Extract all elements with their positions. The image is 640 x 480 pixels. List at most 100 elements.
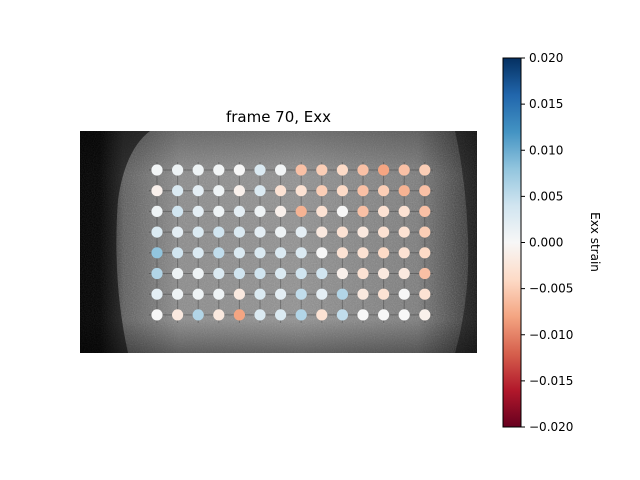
strain-point — [151, 288, 163, 300]
strain-point — [172, 288, 184, 300]
strain-point — [254, 309, 266, 321]
strain-point — [378, 267, 390, 280]
strain-point — [295, 247, 307, 259]
strain-point — [419, 205, 431, 217]
strain-point — [357, 288, 369, 300]
strain-point — [336, 267, 348, 280]
strain-point — [336, 309, 348, 321]
strain-point — [275, 164, 287, 176]
strain-point — [192, 288, 204, 300]
strain-point — [254, 247, 266, 259]
strain-point — [378, 309, 390, 321]
colorbar-tick-label: −0.020 — [529, 420, 573, 434]
strain-point — [192, 185, 204, 197]
strain-point — [357, 309, 369, 321]
strain-point — [316, 247, 328, 259]
strain-point — [316, 164, 328, 176]
strain-point — [151, 164, 163, 176]
strain-point — [275, 288, 287, 300]
strain-point — [357, 164, 369, 176]
strain-point — [254, 164, 266, 176]
strain-point — [295, 288, 307, 300]
strain-point — [419, 309, 431, 321]
strain-point — [316, 309, 328, 321]
strain-point — [233, 226, 245, 238]
strain-point — [419, 288, 431, 300]
strain-point — [213, 288, 225, 300]
strain-point — [192, 205, 204, 217]
strain-point — [151, 205, 163, 217]
strain-point — [419, 185, 431, 197]
strain-point — [357, 205, 369, 217]
strain-point — [398, 164, 410, 176]
strain-point — [233, 267, 245, 280]
strain-point — [295, 309, 307, 321]
strain-point — [172, 164, 184, 176]
strain-point — [316, 226, 328, 238]
strain-point — [378, 288, 390, 300]
strain-point — [254, 267, 266, 280]
colorbar-gradient — [502, 57, 522, 428]
strain-point — [275, 309, 287, 321]
strain-point — [357, 267, 369, 280]
strain-point — [172, 309, 184, 321]
strain-point — [172, 267, 184, 280]
strain-point — [398, 309, 410, 321]
strain-point — [213, 226, 225, 238]
strain-point — [254, 288, 266, 300]
strain-point — [357, 226, 369, 238]
strain-point — [172, 226, 184, 238]
strain-point — [336, 247, 348, 259]
colorbar: 0.020 0.015 0.010 0.005 0.000 −0.005 −0.010 −0.… — [502, 51, 602, 434]
strain-point — [233, 288, 245, 300]
strain-point — [233, 309, 245, 321]
colorbar-tick-label: −0.015 — [529, 374, 573, 388]
strain-point — [275, 205, 287, 217]
strain-point — [151, 247, 163, 259]
strain-point — [295, 185, 307, 197]
colorbar-tick-label: 0.020 — [529, 51, 563, 65]
strain-point — [275, 226, 287, 238]
strain-point — [213, 185, 225, 197]
strain-point — [419, 247, 431, 259]
strain-point — [192, 164, 204, 176]
strain-point — [192, 267, 204, 280]
strain-point — [357, 185, 369, 197]
strain-point — [151, 309, 163, 321]
strain-point — [213, 164, 225, 176]
strain-point — [398, 185, 410, 197]
strain-point — [275, 267, 287, 280]
strain-point — [398, 247, 410, 259]
strain-point — [378, 247, 390, 259]
strain-point — [357, 247, 369, 259]
strain-point — [213, 247, 225, 259]
strain-point — [378, 164, 390, 176]
strain-point — [192, 226, 204, 238]
strain-point — [398, 288, 410, 300]
strain-point — [295, 164, 307, 176]
strain-point — [233, 185, 245, 197]
colorbar-tick-label: −0.005 — [529, 282, 573, 296]
strain-point — [295, 267, 307, 280]
strain-point — [419, 164, 431, 176]
strain-point — [378, 185, 390, 197]
chart-title: frame 70, Exx — [226, 108, 331, 126]
strain-point — [295, 205, 307, 217]
strain-point — [316, 185, 328, 197]
strain-point — [213, 309, 225, 321]
strain-point — [151, 267, 163, 280]
strain-point — [213, 267, 225, 280]
strain-point — [172, 205, 184, 217]
strain-point — [172, 185, 184, 197]
strain-point — [254, 205, 266, 217]
strain-point — [378, 226, 390, 238]
strain-point — [398, 267, 410, 280]
strain-point — [419, 267, 431, 280]
strain-point — [398, 226, 410, 238]
strain-point — [336, 226, 348, 238]
colorbar-tick-label: −0.010 — [529, 328, 573, 342]
strain-point — [275, 185, 287, 197]
strain-point — [192, 247, 204, 259]
strain-point — [233, 247, 245, 259]
